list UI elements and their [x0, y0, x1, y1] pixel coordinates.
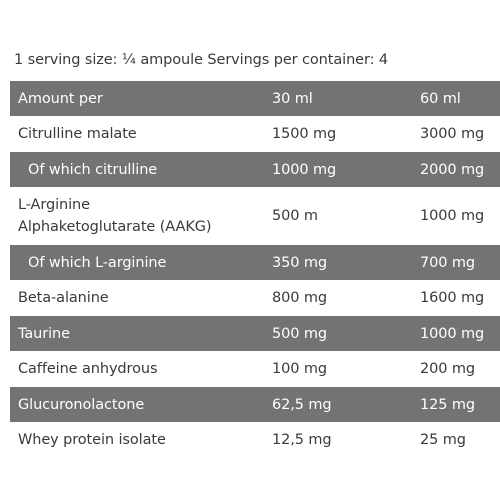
row-label: Caffeine anhydrous [18, 361, 158, 377]
row-label-line-1: L-Arginine [18, 197, 90, 213]
row-label: Citrulline malate [18, 126, 137, 142]
header-col-30ml: 30 ml [272, 90, 313, 107]
header-col-60ml: 60 ml [420, 90, 461, 107]
row-value-30ml: 1000 mg [272, 161, 337, 178]
row-label: Of which citrulline [28, 161, 158, 178]
header-amount-per: Amount per [18, 90, 103, 107]
row-label-line-2: Alphaketoglutarate (AAKG) [18, 219, 212, 235]
table-row: Whey protein isolate 12,5 mg 25 mg [10, 422, 500, 458]
table-row: L-Arginine Alphaketoglutarate (AAKG) 500… [10, 187, 500, 245]
row-value-60ml: 3000 mg [420, 126, 485, 142]
row-value-60ml: 1000 mg [420, 325, 485, 342]
row-value-30ml: 1500 mg [272, 126, 337, 142]
row-value-60ml: 1600 mg [420, 290, 485, 306]
row-value-60ml: 700 mg [420, 254, 476, 271]
table-row: Beta-alanine 800 mg 1600 mg [10, 280, 500, 316]
serving-info: 1 serving size: ¼ ampoule Servings per c… [14, 52, 389, 68]
row-label: Of which L-arginine [28, 254, 167, 271]
table-header-row: Amount per 30 ml 60 ml [10, 81, 500, 116]
row-label: Glucuronolactone [18, 396, 145, 413]
row-label: Taurine [18, 325, 70, 342]
table-row: Caffeine anhydrous 100 mg 200 mg [10, 351, 500, 387]
table-row: Glucuronolactone 62,5 mg 125 mg [10, 387, 500, 422]
row-value-30ml: 500 mg [272, 325, 328, 342]
row-label: Whey protein isolate [18, 432, 166, 448]
table-row: Of which L-arginine 350 mg 700 mg [10, 245, 500, 280]
row-value-30ml: 62,5 mg [272, 396, 332, 413]
row-value-30ml: 500 m [272, 208, 318, 224]
row-value-30ml: 350 mg [272, 254, 328, 271]
row-value-60ml: 200 mg [420, 361, 476, 377]
row-label: Beta-alanine [18, 290, 109, 306]
row-label: L-Arginine Alphaketoglutarate (AAKG) [10, 194, 272, 238]
table-row: Of which citrulline 1000 mg 2000 mg [10, 152, 500, 187]
table-row: Taurine 500 mg 1000 mg [10, 316, 500, 351]
nutrition-table: Amount per 30 ml 60 ml Citrulline malate… [10, 81, 500, 458]
row-value-30ml: 100 mg [272, 361, 328, 377]
row-value-60ml: 25 mg [420, 432, 466, 448]
row-value-60ml: 125 mg [420, 396, 476, 413]
row-value-30ml: 12,5 mg [272, 432, 332, 448]
table-row: Citrulline malate 1500 mg 3000 mg [10, 116, 500, 152]
row-value-30ml: 800 mg [272, 290, 328, 306]
row-value-60ml: 2000 mg [420, 161, 485, 178]
row-value-60ml: 1000 mg [420, 208, 485, 224]
